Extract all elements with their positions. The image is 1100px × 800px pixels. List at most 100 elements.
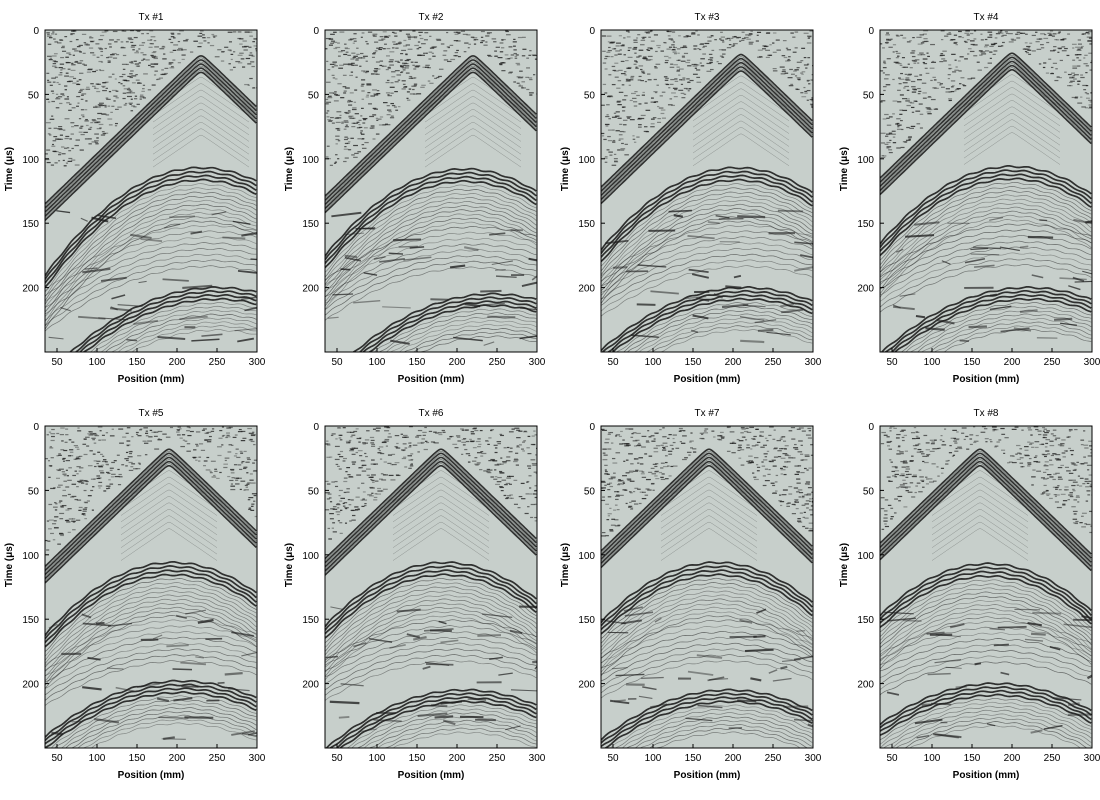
y-tick-label: 0 xyxy=(589,422,595,433)
reflection-event-2 xyxy=(880,286,1092,352)
y-tick-label: 100 xyxy=(302,155,319,166)
x-tick-label: 200 xyxy=(725,357,742,368)
panel-5: Tx #5 50 100 150 200 250 300 Position (mm) 0 50 10… xyxy=(4,408,266,781)
x-tick-label: 300 xyxy=(805,357,822,368)
noise-speckle xyxy=(880,426,1092,534)
reflection-event-mid xyxy=(880,620,1092,696)
y-tick-label: 150 xyxy=(302,615,319,626)
x-axis-label: Position (mm) xyxy=(674,770,741,781)
x-tick-label: 300 xyxy=(1084,753,1100,764)
y-tick-label: 0 xyxy=(33,26,39,37)
y-tick-label: 100 xyxy=(22,551,39,562)
x-tick-label: 50 xyxy=(331,357,343,368)
panel-frame xyxy=(600,29,814,353)
reflection-event-1 xyxy=(880,165,1092,298)
scattered-events xyxy=(48,210,257,343)
reflection-event-2 xyxy=(325,688,537,748)
panel-3: Tx #3 50 100 150 200 250 300 Position (mm) 0 50 10… xyxy=(560,12,822,385)
waveform-area xyxy=(601,426,813,748)
reflection-event-1 xyxy=(45,560,257,690)
scattered-events xyxy=(605,209,813,344)
y-tick-label: 200 xyxy=(302,284,319,295)
noise-speckle xyxy=(45,426,257,551)
noise-speckle xyxy=(325,30,537,166)
panel-title: Tx #1 xyxy=(138,12,163,23)
panel-title: Tx #3 xyxy=(694,12,719,23)
y-tick-label: 0 xyxy=(868,422,874,433)
y-tick-label: 200 xyxy=(857,680,874,691)
scattered-events xyxy=(327,211,537,346)
direct-wave xyxy=(880,52,1092,196)
waveform-area xyxy=(325,30,537,352)
scattered-events xyxy=(604,606,813,729)
y-tick-label: 150 xyxy=(857,615,874,626)
y-tick-label: 150 xyxy=(22,219,39,230)
panel-title: Tx #7 xyxy=(694,408,719,419)
panel-frame xyxy=(44,29,258,353)
x-tick-label: 200 xyxy=(449,357,466,368)
panel-4: Tx #4 50 100 150 200 250 300 Position (mm) 0 50 10… xyxy=(839,12,1100,385)
waveform-area xyxy=(880,426,1092,748)
x-tick-label: 200 xyxy=(169,753,186,764)
x-tick-label: 50 xyxy=(607,753,619,764)
y-tick-label: 50 xyxy=(308,486,320,497)
panel-title: Tx #8 xyxy=(973,408,998,419)
x-axis-label: Position (mm) xyxy=(674,374,741,385)
x-axis-label: Position (mm) xyxy=(398,770,465,781)
panel-7: Tx #7 50 100 150 200 250 300 Position (mm) 0 50 10… xyxy=(560,408,822,781)
x-tick-label: 150 xyxy=(964,753,981,764)
panel-frame xyxy=(879,425,1093,749)
x-tick-label: 200 xyxy=(169,357,186,368)
y-tick-label: 150 xyxy=(578,615,595,626)
x-tick-label: 300 xyxy=(1084,357,1100,368)
reflection-event-1 xyxy=(880,562,1092,670)
y-tick-label: 0 xyxy=(589,26,595,37)
direct-wave xyxy=(45,55,257,221)
noise-speckle xyxy=(601,426,813,537)
x-tick-label: 100 xyxy=(645,753,662,764)
waveform-area xyxy=(601,30,813,352)
y-tick-label: 200 xyxy=(857,284,874,295)
scattered-events xyxy=(48,609,257,741)
reflection-event-mid xyxy=(325,225,537,321)
y-tick-label: 50 xyxy=(28,486,40,497)
x-tick-label: 300 xyxy=(249,753,266,764)
x-tick-label: 300 xyxy=(529,753,546,764)
reflection-event-mid xyxy=(325,619,537,701)
y-tick-label: 50 xyxy=(584,90,596,101)
y-tick-label: 150 xyxy=(22,615,39,626)
reflection-event-mid xyxy=(880,223,1092,313)
x-tick-label: 100 xyxy=(924,753,941,764)
reflection-event-mid xyxy=(45,619,257,706)
x-axis-label: Position (mm) xyxy=(118,770,185,781)
x-tick-label: 150 xyxy=(409,753,426,764)
y-axis-label: Time (μs) xyxy=(284,147,295,191)
reflection-event-1 xyxy=(325,561,537,681)
x-tick-label: 200 xyxy=(1004,357,1021,368)
reflection-event-2 xyxy=(45,679,257,748)
reflection-event-2 xyxy=(601,688,813,748)
x-tick-label: 200 xyxy=(449,753,466,764)
x-tick-label: 50 xyxy=(886,357,898,368)
reflection-event-1 xyxy=(45,166,257,330)
reflection-event-2 xyxy=(69,286,257,352)
y-tick-label: 150 xyxy=(857,219,874,230)
x-axis-label: Position (mm) xyxy=(953,770,1020,781)
reflection-event-mid xyxy=(45,224,257,332)
direct-wave xyxy=(325,448,537,576)
waveform-area xyxy=(45,30,257,352)
y-axis-label: Time (μs) xyxy=(839,543,850,587)
y-tick-label: 200 xyxy=(302,680,319,691)
direct-wave xyxy=(601,448,813,569)
panel-8: Tx #8 50 100 150 200 250 300 Position (mm) 0 50 10… xyxy=(839,408,1100,781)
y-tick-label: 200 xyxy=(22,284,39,295)
reflection-event-mid xyxy=(601,224,813,317)
x-tick-label: 250 xyxy=(1044,357,1061,368)
x-tick-label: 150 xyxy=(685,753,702,764)
direct-wave xyxy=(325,55,537,214)
y-tick-label: 0 xyxy=(868,26,874,37)
x-tick-label: 200 xyxy=(1004,753,1021,764)
panel-background xyxy=(325,30,537,352)
y-tick-label: 200 xyxy=(22,680,39,691)
x-tick-label: 250 xyxy=(489,357,506,368)
